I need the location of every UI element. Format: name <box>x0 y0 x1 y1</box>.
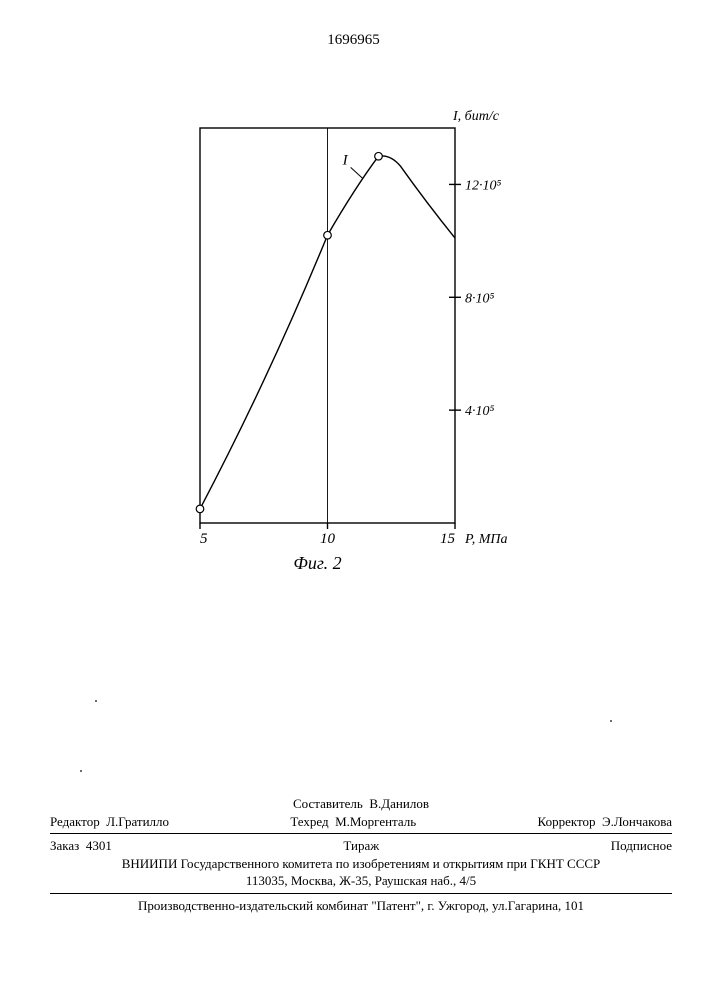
podpisnoe-cell: Подписное <box>611 837 672 855</box>
corrector-name: Э.Лончакова <box>602 814 672 829</box>
y-tick-label: 8·10⁵ <box>465 291 495 306</box>
footer-divider-2 <box>50 893 672 894</box>
noise-speck <box>80 770 82 772</box>
org-line2: 113035, Москва, Ж-35, Раушская наб., 4/5 <box>50 872 672 890</box>
order-row: Заказ 4301 Тираж Подписное <box>50 837 672 855</box>
editor-name: Л.Гратилло <box>106 814 169 829</box>
x-tick-label: 5 <box>200 531 208 547</box>
order-num: 4301 <box>86 838 112 853</box>
footer-block: Составитель В.Данилов Редактор Л.Гратилл… <box>50 795 672 914</box>
figure-label: Фиг. 2 <box>293 553 341 573</box>
data-marker <box>324 231 332 239</box>
compiler-label: Составитель <box>293 796 363 811</box>
order-cell: Заказ 4301 <box>50 837 112 855</box>
order-label: Заказ <box>50 838 79 853</box>
compiler-line: Составитель В.Данилов <box>50 795 672 813</box>
editor-label: Редактор <box>50 814 100 829</box>
tekhred-name: М.Моргенталь <box>335 814 416 829</box>
publisher-line: Производственно-издательский комбинат "П… <box>50 897 672 915</box>
series-label: I <box>342 152 349 168</box>
editor-cell: Редактор Л.Гратилло <box>50 813 169 831</box>
corrector-label: Корректор <box>538 814 596 829</box>
x-axis-title: P, МПа <box>464 532 508 547</box>
y-tick-label: 4·10⁵ <box>465 404 495 419</box>
corrector-cell: Корректор Э.Лончакова <box>538 813 672 831</box>
noise-speck <box>95 700 97 702</box>
footer-divider <box>50 833 672 834</box>
noise-speck <box>610 720 612 722</box>
page-number: 1696965 <box>327 32 380 49</box>
compiler-name: В.Данилов <box>369 796 429 811</box>
data-marker <box>196 505 204 513</box>
tekhred-cell: Техред М.Моргенталь <box>290 813 416 831</box>
data-marker <box>375 152 383 160</box>
chart-figure-2: 4·10⁵ 8·10⁵ 12·10⁵ 5 10 15 I, бит/с P, МПа I Фиг.… <box>175 100 515 580</box>
y-axis-title: I, бит/с <box>452 109 500 124</box>
x-tick-label: 15 <box>440 531 456 547</box>
editor-row: Редактор Л.Гратилло Техред М.Моргенталь … <box>50 813 672 831</box>
tekhred-label: Техред <box>290 814 328 829</box>
x-tick-label: 10 <box>320 531 336 547</box>
org-line1: ВНИИПИ Государственного комитета по изоб… <box>50 855 672 873</box>
y-tick-label: 12·10⁵ <box>465 178 502 193</box>
tirazh-cell: Тираж <box>343 837 379 855</box>
